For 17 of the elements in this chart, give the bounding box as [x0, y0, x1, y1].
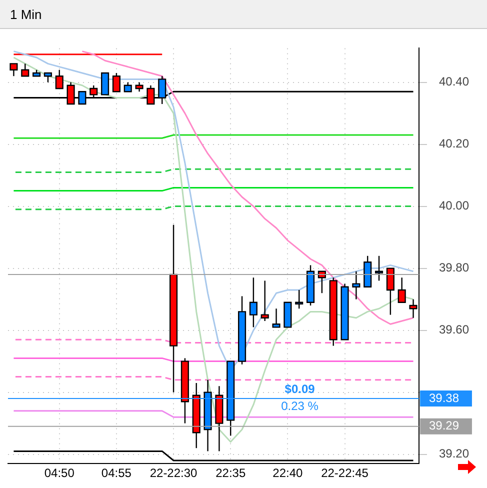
x-tick-label: 22:35	[216, 466, 246, 480]
y-tick-label: 39.20	[438, 446, 470, 461]
y-tick-label: 40.00	[438, 198, 470, 213]
x-tick-label: 04:50	[44, 466, 75, 480]
annotation: $0.09	[284, 382, 316, 396]
y-tick-label: 39.80	[438, 260, 470, 275]
x-tick-label: 22-22:30	[150, 466, 198, 480]
y-tick-label: 39.60	[438, 322, 470, 337]
x-tick-label: 04:55	[101, 466, 132, 480]
x-tick-label: 22-22:45	[321, 466, 369, 480]
ref-line-label: 39.38	[428, 390, 460, 405]
ref-line-label: 39.29	[428, 418, 460, 433]
chart-title: 1 Min	[0, 0, 487, 29]
y-tick-label: 40.20	[438, 136, 470, 151]
y-tick-label: 40.40	[438, 74, 470, 89]
x-tick-label: 22:40	[272, 466, 304, 480]
annotation: 0.23 %	[281, 398, 319, 413]
